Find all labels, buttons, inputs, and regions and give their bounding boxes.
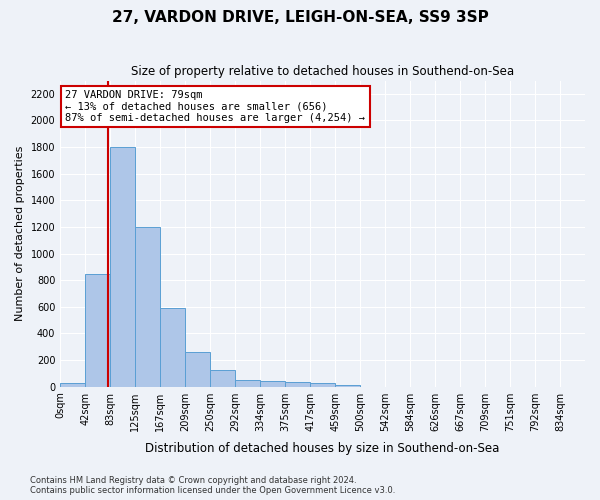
Bar (85, 274, 110, 386)
Bar (235, 380, 260, 386)
Bar (185, 352, 210, 386)
Bar (61, 384, 85, 386)
Text: 27, VARDON DRIVE, LEIGH-ON-SEA, SS9 3SP: 27, VARDON DRIVE, LEIGH-ON-SEA, SS9 3SP (112, 10, 488, 25)
Text: 27 VARDON DRIVE: 79sqm
← 13% of detached houses are smaller (656)
87% of semi-de: 27 VARDON DRIVE: 79sqm ← 13% of detached… (65, 90, 365, 123)
Text: Contains HM Land Registry data © Crown copyright and database right 2024.
Contai: Contains HM Land Registry data © Crown c… (30, 476, 395, 495)
Bar (211, 370, 235, 386)
X-axis label: Distribution of detached houses by size in Southend-on-Sea: Distribution of detached houses by size … (145, 442, 500, 455)
Bar (136, 227, 160, 386)
Bar (310, 383, 335, 386)
Bar (160, 308, 185, 386)
Bar (260, 380, 285, 386)
Bar (110, 147, 135, 386)
Bar (335, 384, 360, 386)
Y-axis label: Number of detached properties: Number of detached properties (15, 146, 25, 322)
Title: Size of property relative to detached houses in Southend-on-Sea: Size of property relative to detached ho… (131, 65, 514, 78)
Bar (286, 382, 310, 386)
